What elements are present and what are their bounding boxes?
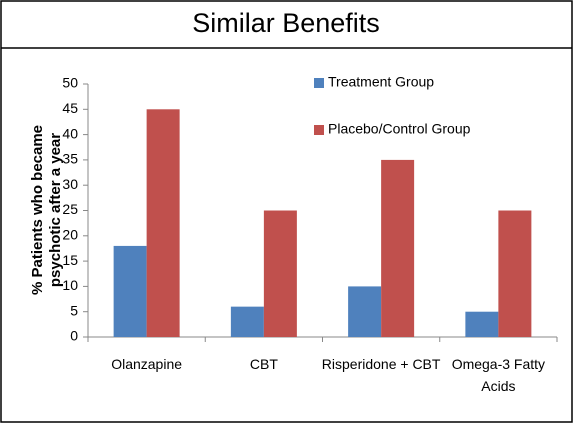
x-tick-label: Olanzapine <box>111 356 183 372</box>
y-axis-label: psychotic after a year <box>47 133 64 287</box>
y-tick-label: 20 <box>62 227 78 243</box>
y-tick-label: 50 <box>62 75 78 91</box>
legend-label: Treatment Group <box>328 74 434 90</box>
y-tick-label: 25 <box>62 201 78 217</box>
bar <box>113 245 147 337</box>
y-tick-label: 45 <box>62 100 78 116</box>
y-tick-label: 40 <box>62 125 78 141</box>
x-tick-label: Omega-3 Fatty Acids <box>451 356 546 394</box>
y-tick-label: 35 <box>62 151 78 167</box>
legend-label: Placebo/Control Group <box>328 121 471 137</box>
y-tick-label: 10 <box>62 277 78 293</box>
bar <box>498 210 532 337</box>
y-tick-label: 15 <box>62 252 78 268</box>
y-tick-label: 30 <box>62 176 78 192</box>
bar <box>263 210 297 337</box>
bar <box>465 311 499 337</box>
legend-swatch <box>314 125 324 135</box>
x-tick-label: CBT <box>249 356 278 372</box>
y-axis-label: % Patients who became <box>29 125 46 295</box>
y-tick-label: 5 <box>70 302 78 318</box>
legend-swatch <box>314 78 324 88</box>
x-tick-label: Risperidone + CBT <box>321 356 441 372</box>
chart-title: Similar Benefits <box>192 8 380 38</box>
y-tick-label: 0 <box>70 328 78 344</box>
bar <box>381 159 415 337</box>
bar <box>146 109 180 337</box>
bar <box>348 286 382 337</box>
bar <box>230 306 264 337</box>
